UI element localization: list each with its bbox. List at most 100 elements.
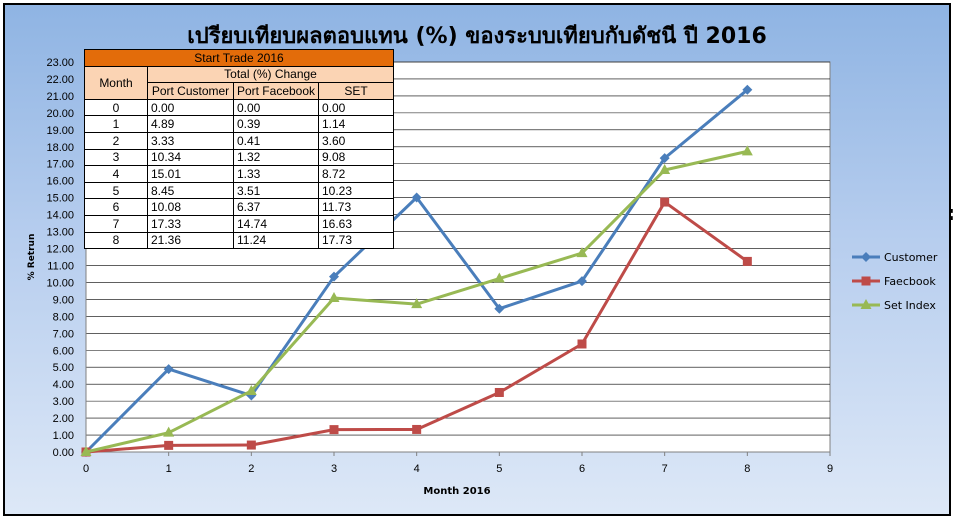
- table-cell-value: 14.74: [233, 214, 319, 233]
- y-axis-label: % Retrun: [27, 234, 37, 281]
- table-cell-value: 11.24: [233, 231, 319, 250]
- y-tick-label: 20.00: [46, 108, 74, 120]
- y-tick-label: 21.00: [46, 91, 74, 103]
- table-col-header: SET: [318, 82, 394, 100]
- x-tick-label: 5: [496, 463, 502, 475]
- table-cell-value: 1.14: [318, 115, 394, 133]
- edge-mark: :: [947, 201, 953, 225]
- y-tick-label: 0.00: [53, 447, 74, 459]
- data-point-customer: [742, 84, 753, 95]
- table-cell-value: 21.36: [147, 231, 234, 250]
- y-tick-label: 15.00: [46, 193, 74, 205]
- legend-marker: [861, 276, 871, 286]
- table-cell-value: 16.63: [318, 214, 394, 233]
- x-tick-label: 9: [827, 463, 833, 475]
- table-cell-value: 17.33: [147, 214, 234, 233]
- legend-label: Set Index: [884, 299, 936, 312]
- table-row: 5 8.45 3.51 10.23: [84, 181, 394, 200]
- x-tick-label: 4: [414, 463, 420, 475]
- data-point-faecbook: [577, 339, 587, 349]
- data-point-set-index: [741, 145, 753, 156]
- data-point-customer: [577, 276, 587, 287]
- table-month-header: Month: [84, 65, 148, 100]
- data-point-set-index: [411, 298, 423, 309]
- table-cell-value: 1.32: [233, 148, 319, 167]
- legend-marker: [860, 299, 872, 309]
- x-tick-label: 3: [331, 463, 337, 475]
- data-point-faecbook: [164, 440, 174, 450]
- table-cell-month: 5: [84, 181, 148, 200]
- y-tick-label: 5.00: [53, 362, 74, 374]
- y-tick-label: 11.00: [47, 260, 74, 272]
- y-tick-label: 4.00: [53, 379, 74, 391]
- y-tick-label: 6.00: [53, 345, 74, 357]
- data-point-set-index: [245, 384, 257, 395]
- data-point-set-index: [163, 426, 175, 437]
- series-lines: [80, 84, 753, 457]
- y-tick-label: 1.00: [53, 430, 74, 442]
- table-col-header: Port Customer: [147, 82, 234, 100]
- table-cell-month: 2: [84, 131, 148, 150]
- y-tick-label: 18.00: [46, 142, 74, 154]
- legend-label: Customer: [884, 251, 938, 264]
- data-point-faecbook: [329, 425, 339, 435]
- y-tick-label: 7.00: [53, 328, 74, 340]
- data-table: Start Trade 2016 Month Total (%) Change …: [84, 49, 394, 250]
- data-point-faecbook: [246, 440, 256, 450]
- table-cell-value: 8.72: [318, 165, 394, 183]
- data-point-customer: [411, 192, 422, 203]
- table-row: 8 21.36 11.24 17.73: [84, 231, 394, 250]
- table-row: 1 4.89 0.39 1.14: [84, 115, 394, 133]
- y-tick-label: 17.00: [46, 159, 74, 171]
- data-point-faecbook: [742, 256, 752, 266]
- y-tick-label: 13.00: [46, 227, 74, 239]
- y-tick-label: 19.00: [46, 125, 74, 137]
- table-cell-value: 3.60: [318, 131, 394, 150]
- table-cell-month: 8: [84, 231, 148, 250]
- y-tick-label: 3.00: [53, 396, 74, 408]
- table-row: 3 10.34 1.32 9.08: [84, 148, 394, 167]
- y-tick-label: 14.00: [46, 210, 74, 222]
- y-tick-label: 2.00: [53, 413, 74, 425]
- y-tick-label: 16.00: [46, 176, 74, 188]
- x-tick-label: 6: [579, 463, 585, 475]
- x-tick-label: 0: [83, 463, 89, 475]
- y-tick-label: 12.00: [46, 244, 74, 256]
- x-tick-label: 7: [662, 463, 668, 475]
- table-row: 0 0.00 0.00 0.00: [84, 98, 394, 117]
- x-tick-label: 1: [166, 463, 172, 475]
- data-point-set-index: [328, 292, 340, 303]
- table-cell-month: 0: [84, 98, 148, 117]
- data-point-faecbook: [412, 424, 422, 434]
- x-tick-label: 8: [744, 463, 750, 475]
- table-cell-month: 1: [84, 115, 148, 133]
- legend-label: Faecbook: [884, 275, 936, 288]
- table-group-header: Total (%) Change: [147, 65, 394, 84]
- x-tick-label: 2: [248, 463, 254, 475]
- table-row: 4 15.01 1.33 8.72: [84, 165, 394, 183]
- data-point-set-index: [576, 247, 588, 258]
- y-tick-label: 9.00: [53, 294, 74, 306]
- table-cell-value: 10.08: [147, 198, 234, 216]
- table-cell-value: 6.37: [233, 198, 319, 216]
- table-cell-value: 0.00: [318, 98, 394, 117]
- data-point-faecbook: [660, 197, 670, 207]
- data-point-customer: [329, 271, 339, 282]
- y-tick-label: 8.00: [53, 311, 74, 323]
- legend: Customer Faecbook Set Index: [852, 251, 938, 312]
- data-point-customer: [494, 303, 505, 314]
- data-point-customer: [659, 153, 670, 164]
- legend-marker: [861, 252, 871, 262]
- table-cell-value: 3.33: [147, 131, 234, 150]
- chart-title: เปรียบเทียบผลตอบแทน (%) ของระบบเทียบกับด…: [187, 24, 767, 49]
- data-point-set-index: [659, 164, 671, 175]
- data-point-set-index: [80, 446, 92, 456]
- table-cell-value: 4.89: [147, 115, 234, 133]
- table-cell-value: 0.00: [233, 98, 319, 117]
- table-cell-value: 3.51: [233, 181, 319, 200]
- table-cell-month: 4: [84, 165, 148, 183]
- data-point-faecbook: [494, 387, 504, 397]
- table-cell-value: 9.08: [318, 148, 394, 167]
- table-cell-value: 0.41: [233, 131, 319, 150]
- table-cell-value: 10.34: [147, 148, 234, 167]
